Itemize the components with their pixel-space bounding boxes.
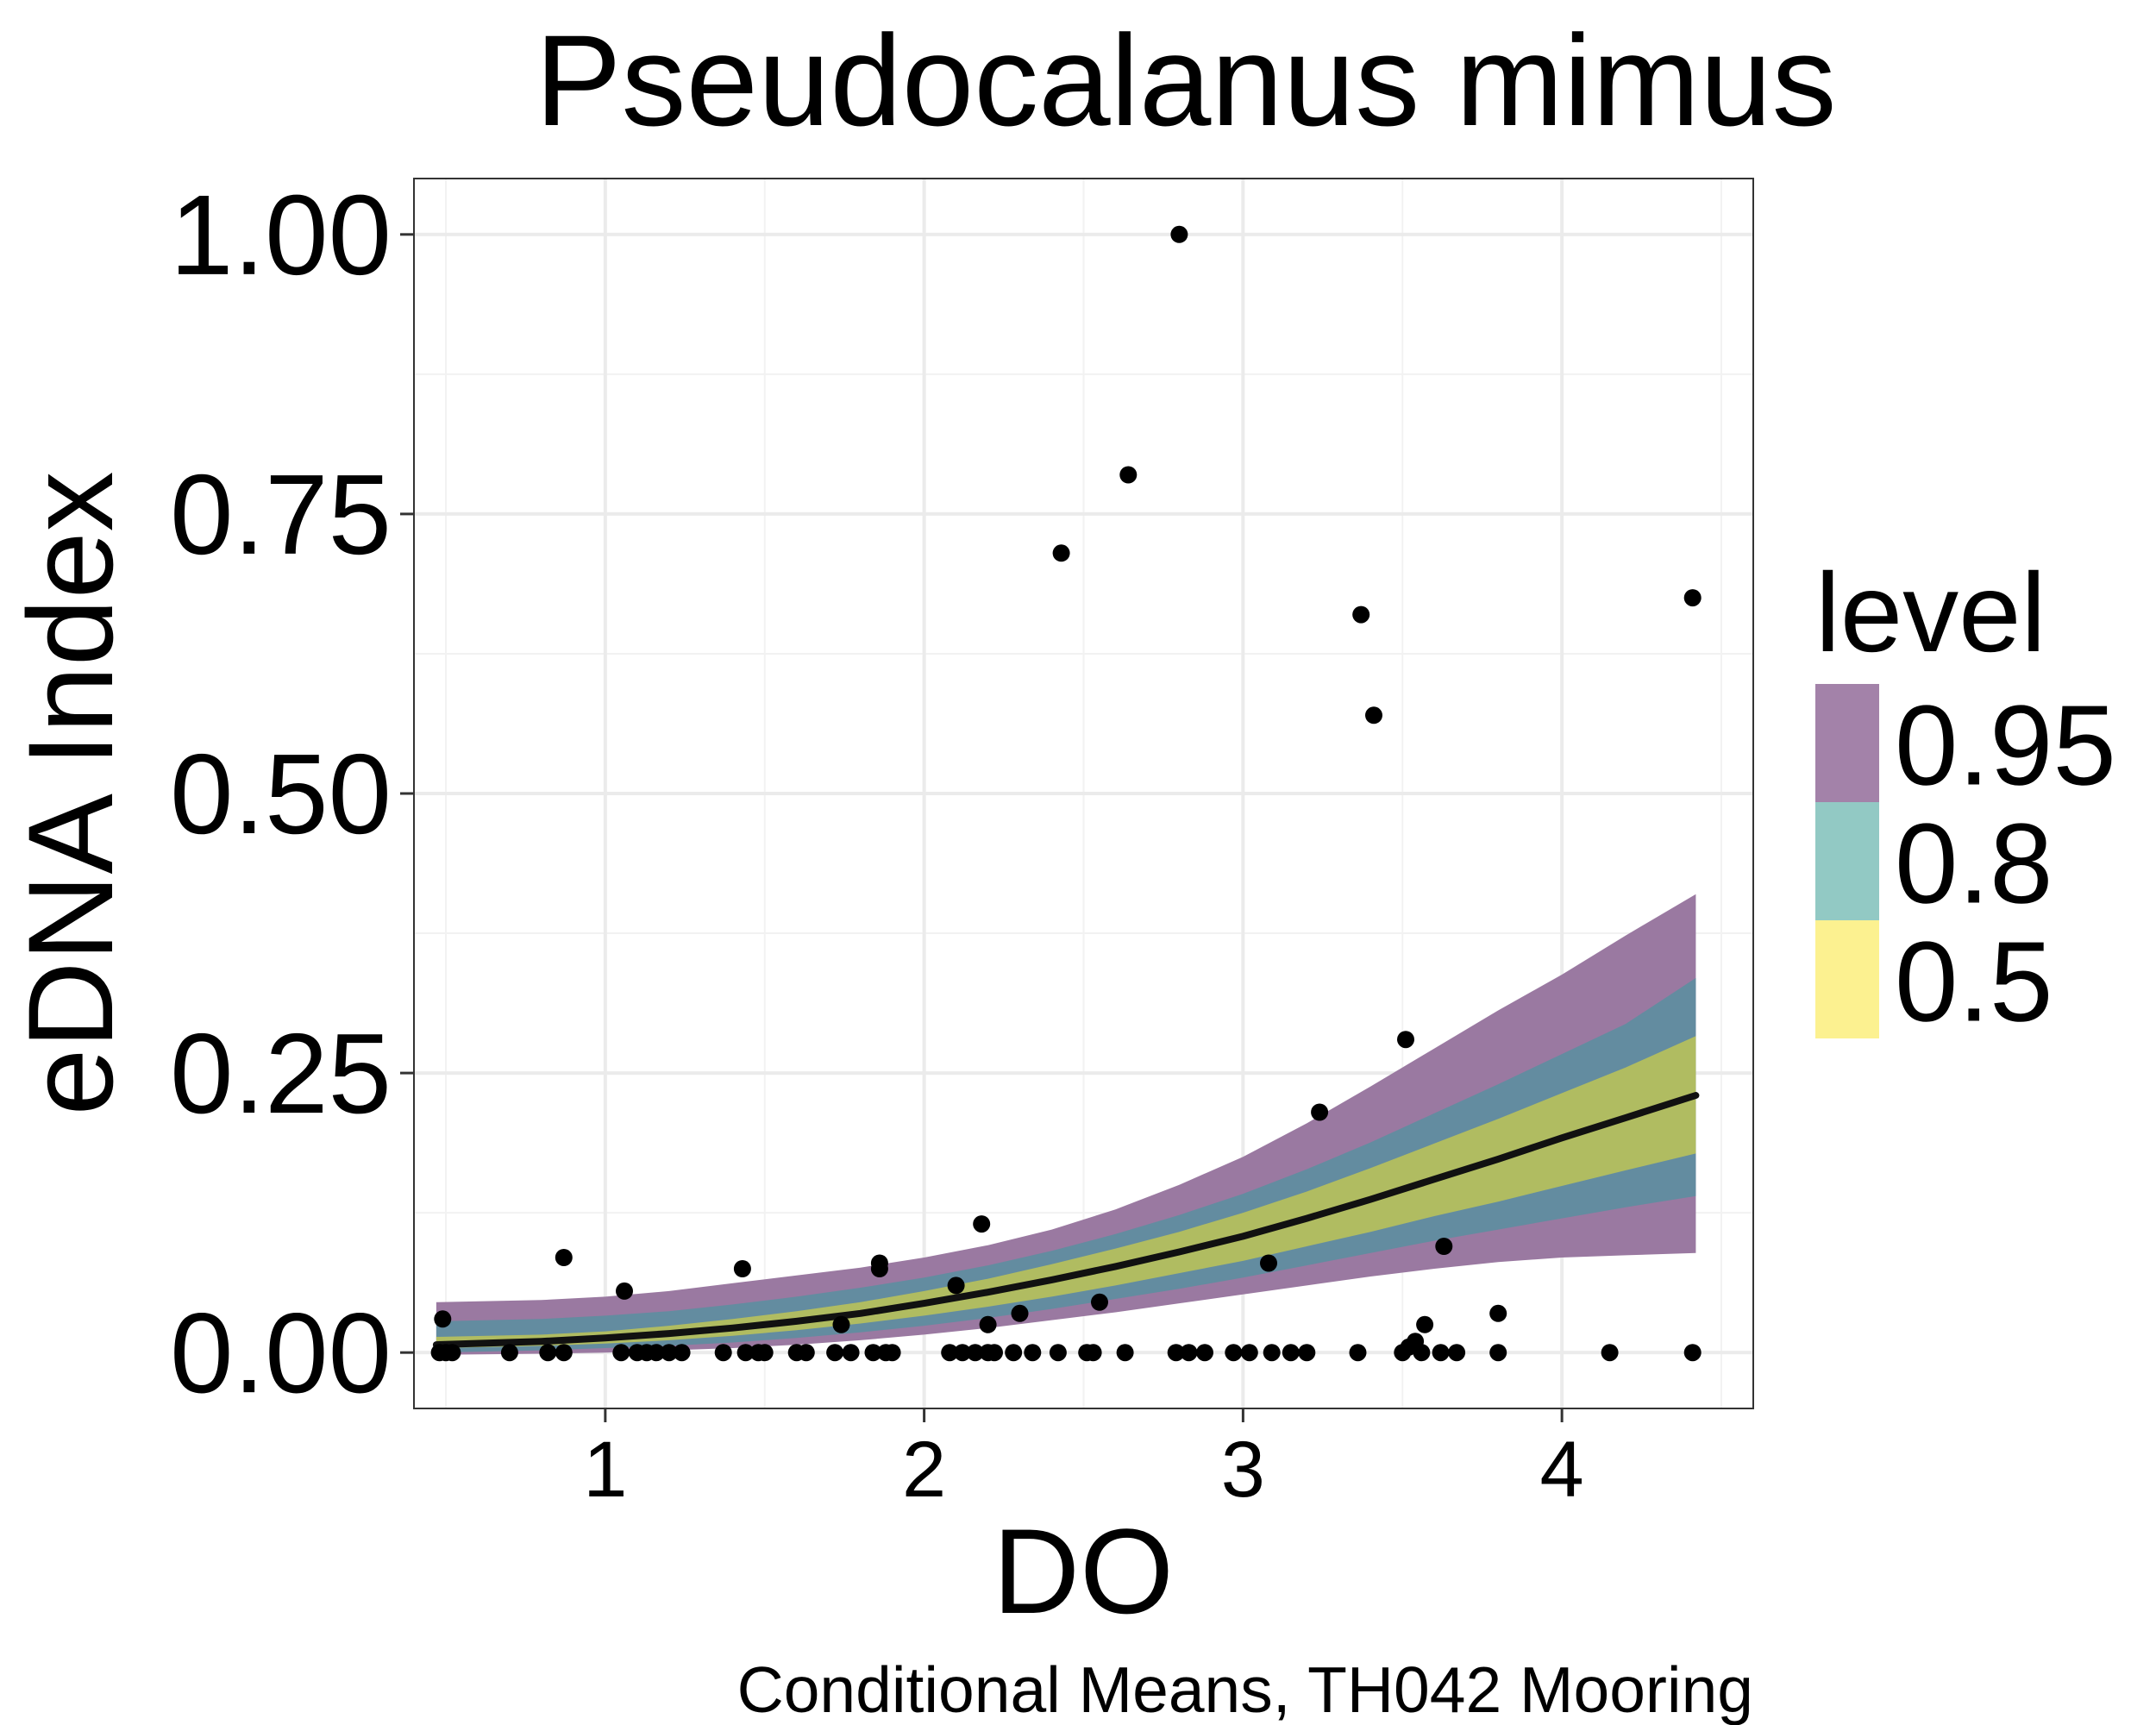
data-point-7 [555, 1344, 573, 1362]
data-point-58 [1311, 1103, 1329, 1121]
data-point-37 [986, 1344, 1003, 1362]
x-axis-label: DO [993, 1503, 1174, 1639]
data-point-8 [612, 1344, 630, 1362]
legend-title: level [1815, 549, 2046, 675]
x-tick-label-2: 3 [1221, 1426, 1265, 1514]
x-tick-label-3: 4 [1540, 1426, 1584, 1514]
data-point-68 [1432, 1344, 1450, 1362]
data-point-50 [1180, 1344, 1198, 1362]
data-point-33 [966, 1344, 984, 1362]
data-point-15 [714, 1344, 732, 1362]
data-point-4 [500, 1344, 518, 1362]
y-axis-label: eDNA Index [3, 471, 138, 1115]
legend-key-0-95 [1815, 684, 1879, 802]
data-point-27 [870, 1260, 888, 1277]
data-point-60 [1352, 605, 1370, 624]
y-tick-label-3: 0.75 [170, 451, 392, 578]
data-point-36 [979, 1315, 997, 1333]
legend-label-0-95: 0.95 [1895, 682, 2116, 809]
data-point-5 [539, 1344, 557, 1362]
fit-line [432, 1092, 1700, 1349]
data-point-67 [1416, 1315, 1434, 1333]
data-point-47 [1119, 466, 1138, 484]
data-point-34 [973, 1215, 991, 1233]
data-point-24 [842, 1344, 860, 1362]
ribbon-0-5 [436, 1036, 1696, 1348]
legend-label-0-5: 0.5 [1895, 919, 2053, 1045]
data-point-16 [733, 1260, 751, 1277]
data-point-56 [1282, 1344, 1300, 1362]
data-point-9 [616, 1282, 633, 1300]
data-point-25 [864, 1344, 882, 1362]
data-point-57 [1298, 1344, 1316, 1362]
data-point-46 [1116, 1344, 1134, 1362]
fit-line-layer [432, 1092, 1700, 1349]
data-point-59 [1349, 1344, 1367, 1362]
data-point-17 [736, 1344, 755, 1362]
data-point-54 [1260, 1254, 1277, 1272]
data-point-44 [1084, 1344, 1102, 1362]
x-tick-label-0: 1 [583, 1426, 627, 1514]
data-point-12 [648, 1344, 665, 1362]
data-point-42 [1052, 544, 1070, 562]
x-tick-label-1: 2 [902, 1426, 946, 1514]
chart-title: Pseudocalanus mimus [535, 8, 1836, 153]
x-axis: 1 2 3 4 [583, 1408, 1584, 1514]
data-point-3 [443, 1344, 461, 1362]
data-point-14 [673, 1344, 691, 1362]
data-point-66 [1413, 1344, 1431, 1362]
plot-panel [413, 178, 1754, 1409]
data-point-31 [947, 1276, 965, 1295]
data-point-22 [826, 1344, 844, 1362]
data-point-23 [832, 1315, 850, 1333]
data-point-38 [1005, 1344, 1023, 1362]
chart-caption: Conditional Means, TH042 Mooring [737, 1653, 1753, 1725]
data-point-73 [1601, 1344, 1619, 1362]
data-point-45 [1091, 1293, 1108, 1311]
data-point-30 [941, 1344, 959, 1362]
data-point-48 [1167, 1344, 1185, 1362]
data-point-41 [1049, 1344, 1067, 1362]
data-point-40 [1024, 1344, 1042, 1362]
data-point-32 [954, 1344, 971, 1362]
data-point-74 [1683, 589, 1702, 607]
data-point-53 [1240, 1344, 1258, 1362]
legend-key-0-5 [1815, 920, 1879, 1038]
y-tick-label-1: 0.25 [170, 1010, 392, 1137]
data-point-63 [1397, 1031, 1414, 1049]
y-tick-label-2: 0.50 [170, 731, 392, 857]
data-point-75 [1683, 1344, 1702, 1362]
legend-label-0-8: 0.8 [1895, 800, 2053, 927]
data-point-69 [1435, 1238, 1453, 1255]
legend: level 0.950.80.5 [1815, 549, 2116, 1045]
data-point-52 [1225, 1344, 1243, 1362]
data-point-72 [1489, 1344, 1507, 1362]
y-tick-label-4: 1.00 [170, 172, 392, 298]
data-point-55 [1263, 1344, 1281, 1362]
y-axis: 0.00 0.25 0.50 0.75 1.00 [170, 172, 414, 1416]
data-point-29 [883, 1344, 901, 1362]
data-point-1 [434, 1310, 452, 1328]
data-point-49 [1170, 225, 1188, 243]
data-point-13 [660, 1344, 678, 1362]
legend-key-0-8 [1815, 802, 1879, 920]
data-point-39 [1011, 1304, 1029, 1322]
y-tick-label-0: 0.00 [170, 1289, 392, 1416]
data-point-19 [755, 1344, 774, 1362]
data-point-21 [797, 1344, 815, 1362]
data-point-6 [555, 1249, 573, 1266]
data-point-61 [1365, 706, 1382, 724]
data-point-71 [1489, 1304, 1507, 1322]
data-point-51 [1196, 1344, 1213, 1362]
data-point-70 [1448, 1344, 1466, 1362]
data-points [430, 225, 1702, 1362]
